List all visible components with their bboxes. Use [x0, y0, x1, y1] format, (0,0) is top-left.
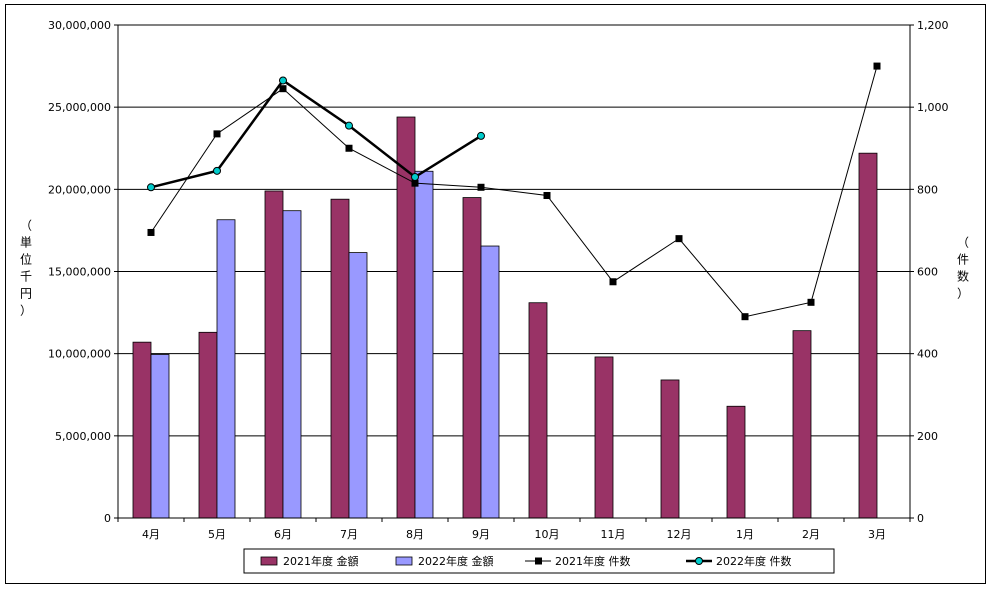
x-tick-label: 10月 [535, 528, 560, 541]
legend-marker [695, 557, 703, 565]
marker-circle [213, 166, 221, 175]
x-tick-label: 6月 [274, 528, 292, 541]
legend-swatch [260, 556, 278, 566]
marker-circle [147, 183, 155, 192]
marker-square [873, 62, 881, 70]
y2-tick-label: 0 [917, 512, 924, 525]
marker-square [741, 313, 749, 321]
marker-circle [279, 76, 287, 85]
legend-swatch [395, 556, 413, 566]
marker-square [213, 130, 221, 138]
y2-axis-title: （件数） [957, 236, 969, 301]
legend-label: 2021年度 件数 [555, 554, 631, 568]
y-tick-label: 10,000,000 [48, 348, 111, 361]
marker-square [279, 85, 287, 93]
marker-circle [345, 121, 353, 130]
bar-2 [480, 245, 500, 519]
legend-label: 2022年度 金額 [418, 554, 494, 568]
y-tick-label: 20,000,000 [48, 183, 111, 196]
marker-square [411, 179, 419, 187]
marker-square [147, 228, 155, 236]
bar-1 [660, 379, 680, 519]
marker-square [543, 191, 551, 199]
x-tick-label: 8月 [406, 528, 424, 541]
y2-tick-label: 400 [917, 348, 938, 361]
bar-1 [462, 197, 482, 519]
bar-2 [150, 354, 170, 519]
legend-label: 2021年度 金額 [283, 554, 359, 568]
x-tick-label: 11月 [601, 528, 626, 541]
x-tick-label: 2月 [802, 528, 820, 541]
x-tick-label: 5月 [208, 528, 226, 541]
marker-square [807, 298, 815, 306]
bar-2 [282, 210, 302, 519]
bar-1 [528, 302, 548, 519]
legend-marker [535, 557, 542, 565]
y-tick-label: 30,000,000 [48, 19, 111, 32]
y-tick-label: 5,000,000 [55, 430, 111, 443]
y2-tick-label: 600 [917, 266, 938, 279]
series-line-1 [150, 65, 878, 318]
y-axis-title: （単位千円） [20, 219, 32, 318]
x-tick-label: 12月 [667, 528, 692, 541]
marker-square [345, 144, 353, 152]
y2-tick-label: 1,200 [917, 19, 949, 32]
y2-tick-label: 800 [917, 183, 938, 196]
y2-tick-label: 200 [917, 430, 938, 443]
marker-square [675, 235, 683, 243]
marker-circle [411, 173, 419, 182]
x-tick-label: 3月 [868, 528, 886, 541]
x-tick-label: 1月 [736, 528, 754, 541]
series-line-2 [150, 78, 482, 189]
bar-1 [726, 405, 746, 519]
x-tick-label: 9月 [472, 528, 490, 541]
bar-1 [594, 356, 614, 519]
bar-1 [792, 330, 812, 519]
marker-circle [477, 131, 485, 140]
bar-2 [414, 170, 434, 519]
y-tick-label: 15,000,000 [48, 266, 111, 279]
bar-1 [264, 190, 284, 519]
marker-square [609, 278, 617, 286]
bar-1 [198, 331, 218, 519]
y2-tick-label: 1,000 [917, 101, 949, 114]
x-tick-label: 4月 [142, 528, 160, 541]
y-tick-label: 25,000,000 [48, 101, 111, 114]
marker-square [477, 183, 485, 191]
x-tick-label: 7月 [340, 528, 358, 541]
bar-1 [330, 198, 350, 519]
y-tick-label: 0 [104, 512, 111, 525]
bar-1 [132, 341, 152, 519]
legend-label: 2022年度 件数 [716, 554, 792, 568]
bar-2 [348, 252, 368, 519]
bar-1 [858, 152, 878, 519]
bar-2 [216, 219, 236, 519]
